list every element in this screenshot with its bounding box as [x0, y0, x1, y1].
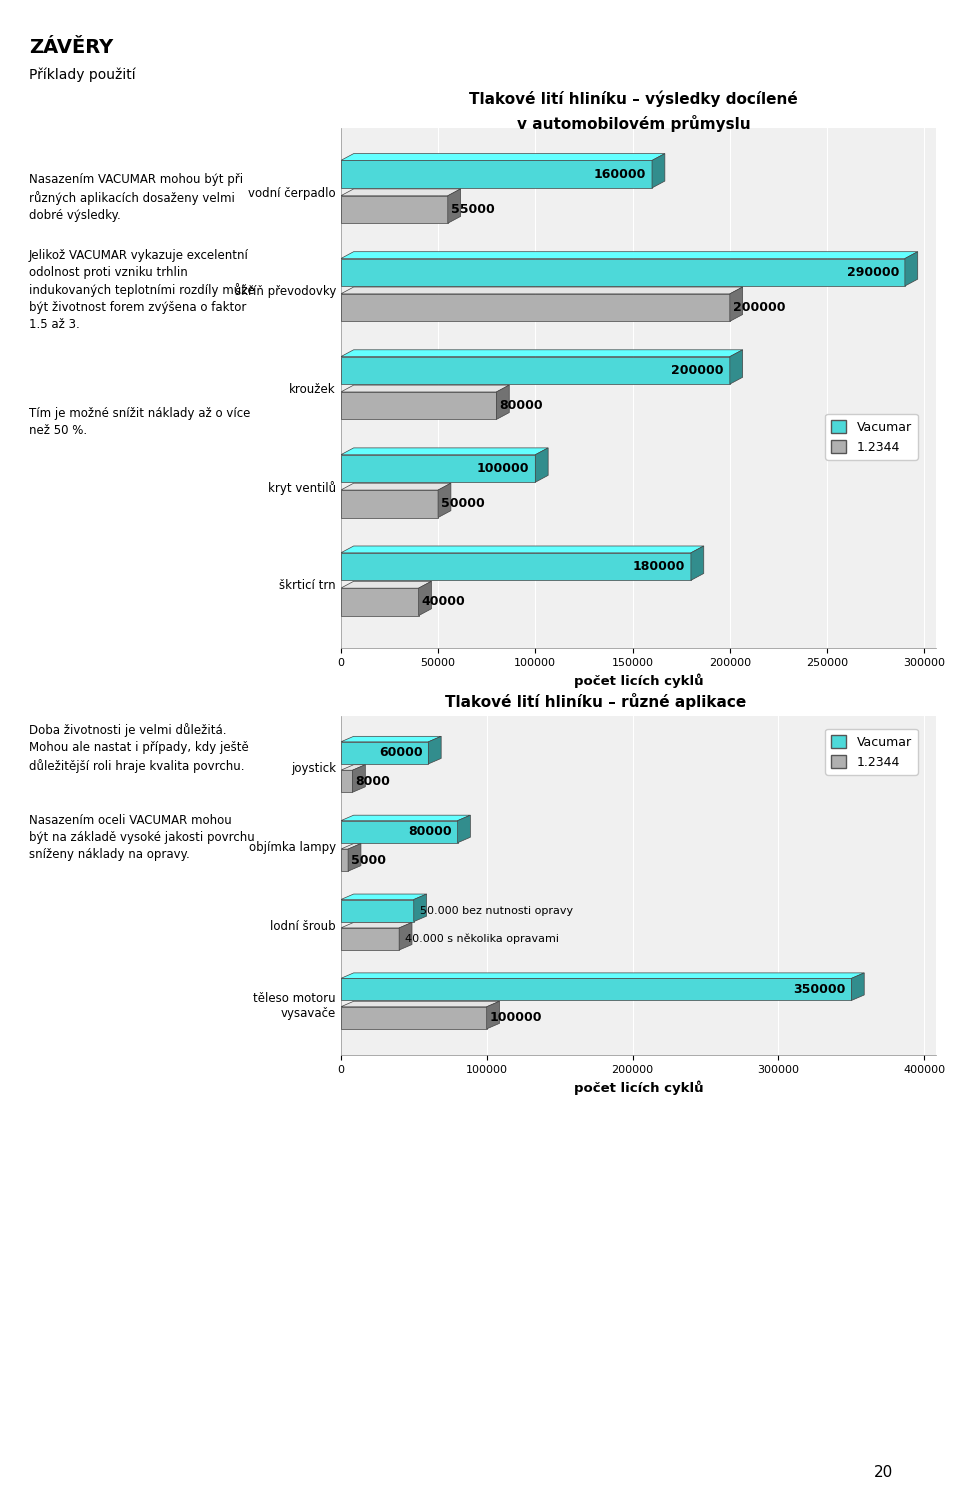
Polygon shape — [341, 490, 438, 517]
Polygon shape — [341, 844, 361, 848]
Text: 290000: 290000 — [847, 265, 900, 279]
Text: 100000: 100000 — [477, 463, 530, 475]
Polygon shape — [341, 286, 743, 294]
Text: 40.000 s několika opravami: 40.000 s několika opravami — [405, 934, 559, 945]
Text: 80000: 80000 — [408, 826, 451, 838]
Polygon shape — [341, 188, 461, 196]
Polygon shape — [341, 922, 412, 928]
Polygon shape — [341, 821, 458, 842]
Polygon shape — [438, 484, 451, 517]
Polygon shape — [447, 188, 461, 223]
Polygon shape — [341, 928, 399, 949]
Polygon shape — [341, 259, 905, 286]
Text: Nasazením oceli VACUMAR mohou
být na základě vysoké jakosti povrchu
sníženy nákl: Nasazením oceli VACUMAR mohou být na zák… — [29, 814, 254, 860]
Polygon shape — [341, 160, 652, 188]
Polygon shape — [341, 815, 470, 821]
Polygon shape — [341, 894, 426, 900]
Polygon shape — [652, 154, 665, 188]
Polygon shape — [428, 737, 442, 764]
Text: 8000: 8000 — [355, 775, 391, 788]
Polygon shape — [341, 582, 431, 588]
Text: Jelikož VACUMAR vykazuje excelentní
odolnost proti vzniku trhlin
indukovaných te: Jelikož VACUMAR vykazuje excelentní odol… — [29, 249, 254, 332]
Polygon shape — [852, 974, 864, 1001]
Polygon shape — [341, 770, 352, 793]
Polygon shape — [730, 350, 743, 384]
Text: 100000: 100000 — [490, 1011, 542, 1025]
Text: 180000: 180000 — [633, 561, 685, 573]
Polygon shape — [341, 455, 536, 482]
Polygon shape — [348, 844, 361, 871]
Text: 200000: 200000 — [732, 301, 785, 313]
Text: Tlakové lití hliníku – výsledky docílené: Tlakové lití hliníku – výsledky docílené — [469, 90, 798, 107]
X-axis label: počet licích cyklů: počet licích cyklů — [573, 1081, 704, 1094]
Polygon shape — [341, 357, 730, 384]
Polygon shape — [341, 848, 348, 871]
Text: 350000: 350000 — [793, 983, 846, 996]
Legend: Vacumar, 1.2344: Vacumar, 1.2344 — [826, 414, 918, 460]
Text: 200000: 200000 — [671, 363, 724, 377]
Polygon shape — [341, 588, 419, 616]
Text: Nasazením VACUMAR mohou být při
různých aplikacích dosaženy velmi
dobré výsledky: Nasazením VACUMAR mohou být při různých … — [29, 173, 243, 222]
Text: 160000: 160000 — [594, 167, 646, 181]
Polygon shape — [730, 286, 743, 321]
Polygon shape — [487, 1001, 499, 1029]
Text: 50000: 50000 — [441, 497, 485, 511]
Polygon shape — [341, 484, 451, 490]
Text: 40000: 40000 — [421, 595, 466, 609]
Polygon shape — [341, 154, 665, 160]
Legend: Vacumar, 1.2344: Vacumar, 1.2344 — [826, 729, 918, 775]
Text: v automobilovém průmyslu: v automobilovém průmyslu — [516, 115, 751, 131]
Polygon shape — [341, 553, 691, 580]
Text: 80000: 80000 — [499, 399, 543, 413]
X-axis label: počet licích cyklů: počet licích cyklů — [573, 674, 704, 687]
Polygon shape — [341, 1001, 499, 1007]
Polygon shape — [341, 1007, 487, 1029]
Text: 50.000 bez nutnosti opravy: 50.000 bez nutnosti opravy — [420, 906, 573, 916]
Polygon shape — [341, 392, 496, 419]
Polygon shape — [352, 764, 366, 793]
Polygon shape — [341, 196, 447, 223]
Polygon shape — [419, 582, 431, 616]
Polygon shape — [341, 546, 704, 553]
Text: Příklady použití: Příklady použití — [29, 68, 135, 83]
Polygon shape — [536, 448, 548, 482]
Polygon shape — [496, 386, 509, 419]
Polygon shape — [341, 737, 442, 741]
Polygon shape — [341, 448, 548, 455]
Text: Doba životnosti je velmi důležitá.
Mohou ale nastat i případy, kdy ještě
důležit: Doba životnosti je velmi důležitá. Mohou… — [29, 723, 249, 773]
Polygon shape — [414, 894, 426, 922]
Polygon shape — [341, 741, 428, 764]
Text: ZÁVĚRY: ZÁVĚRY — [29, 38, 113, 57]
Polygon shape — [341, 974, 864, 978]
Polygon shape — [341, 350, 743, 357]
Text: 55000: 55000 — [450, 203, 494, 216]
Text: Tím je možné snížit náklady až o více
než 50 %.: Tím je možné snížit náklady až o více ne… — [29, 407, 251, 437]
Polygon shape — [341, 294, 730, 321]
Text: 60000: 60000 — [379, 746, 422, 760]
Text: 20: 20 — [874, 1465, 893, 1480]
Polygon shape — [341, 252, 918, 259]
Polygon shape — [341, 764, 366, 770]
Polygon shape — [341, 386, 509, 392]
Polygon shape — [399, 922, 412, 949]
Text: 5000: 5000 — [351, 853, 386, 867]
Polygon shape — [341, 900, 414, 922]
Polygon shape — [341, 978, 852, 1001]
Polygon shape — [458, 815, 470, 842]
Text: Tlakové lití hliníku – různé aplikace: Tlakové lití hliníku – různé aplikace — [444, 693, 746, 710]
Polygon shape — [691, 546, 704, 580]
Polygon shape — [905, 252, 918, 286]
